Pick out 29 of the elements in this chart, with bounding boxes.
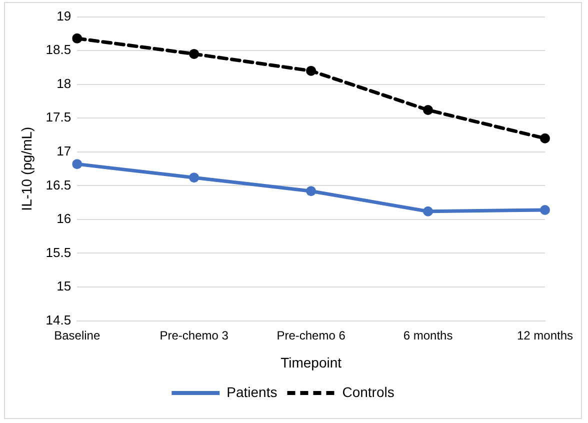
point bbox=[423, 105, 434, 116]
y-tick-label: 15.5 bbox=[46, 244, 72, 260]
point bbox=[189, 48, 200, 59]
point bbox=[540, 133, 550, 144]
x-tick-label: Pre-chemo 6 bbox=[276, 328, 346, 342]
y-tick-label: 18.5 bbox=[46, 42, 72, 58]
legend-label: Patients bbox=[226, 384, 278, 400]
x-axis-title: Timepoint bbox=[280, 354, 342, 370]
y-tick-label: 14.5 bbox=[46, 312, 72, 328]
point bbox=[189, 172, 200, 183]
x-tick-label: Baseline bbox=[54, 328, 100, 342]
x-tick-label: 6 months bbox=[403, 328, 453, 342]
x-tick-label: Pre-chemo 3 bbox=[160, 328, 229, 342]
y-tick-label: 17.5 bbox=[46, 110, 72, 125]
y-tick-label: 15 bbox=[56, 278, 72, 294]
y-tick-label: 17 bbox=[56, 143, 72, 158]
y-axis-title: IL-10 (pg/mL) bbox=[18, 126, 34, 211]
y-tick-label: 16 bbox=[56, 211, 72, 226]
legend-label: Controls bbox=[342, 384, 394, 400]
point bbox=[72, 159, 82, 170]
point bbox=[423, 206, 434, 216]
y-tick-label: 18 bbox=[56, 76, 72, 91]
point bbox=[306, 186, 316, 196]
y-tick-label: 16.5 bbox=[46, 177, 72, 192]
x-tick-label: 12 months bbox=[516, 328, 574, 342]
point bbox=[306, 66, 316, 76]
point bbox=[540, 205, 550, 216]
point bbox=[72, 33, 82, 44]
y-tick-label: 19 bbox=[56, 8, 72, 24]
